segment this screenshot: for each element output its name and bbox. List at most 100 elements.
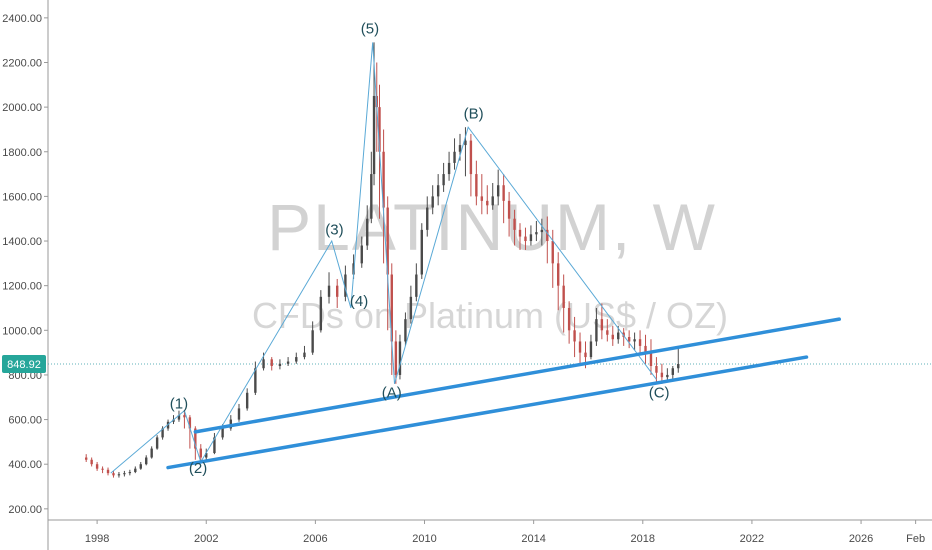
wave-label: (3) [325, 221, 343, 238]
candle-body [112, 473, 115, 476]
elliott-wave-path [110, 42, 657, 474]
trendline-channel[interactable] [166, 317, 841, 470]
candle-body [584, 352, 587, 358]
candle-body [546, 229, 549, 242]
candle-body [562, 285, 565, 308]
candle-body [106, 469, 110, 474]
candle-body [649, 352, 653, 367]
candle-body [431, 196, 434, 208]
candle-body [245, 392, 249, 409]
watermark: PLATINUM, W CFDs on Platinum (US$ / OZ) [252, 190, 728, 336]
x-tick-label: 2002 [194, 533, 218, 545]
watermark-description: CFDs on Platinum (US$ / OZ) [252, 295, 728, 336]
wave-label: (2) [189, 460, 207, 477]
candle-body [595, 319, 598, 342]
candle-body [442, 174, 445, 186]
price-tag-label: 848.92 [7, 359, 41, 371]
x-tick-label: 2010 [412, 533, 436, 545]
wave-label: (B) [464, 105, 484, 122]
candle-body [278, 363, 282, 367]
candle-body [378, 107, 381, 152]
y-tick-label: 2200.00 [2, 57, 42, 69]
candle-body [90, 459, 93, 465]
candle-body [370, 174, 373, 219]
candle-body [319, 296, 323, 331]
candle-body [311, 330, 314, 353]
candle-body [606, 330, 609, 335]
candle-body [117, 474, 121, 476]
candle-body [611, 334, 614, 340]
x-tick-label: 2014 [521, 533, 545, 545]
candle-body [145, 457, 148, 465]
candle-body [150, 448, 153, 458]
candle-body [95, 464, 99, 469]
candle-body [524, 236, 527, 242]
candle-body [464, 140, 467, 146]
trendline[interactable] [166, 355, 809, 470]
wave-label: (1) [170, 395, 188, 412]
x-axis: 1998 2002 2006 2010 2014 2018 2022 2026 Feb [48, 519, 932, 545]
candle-body [128, 472, 132, 474]
candle-body [161, 428, 164, 438]
candle-body [426, 207, 429, 230]
candle-body [557, 263, 560, 286]
candle-body [101, 468, 104, 470]
candle-body [84, 457, 88, 460]
candle-body [551, 241, 554, 264]
candle-body [183, 415, 186, 418]
candle-body [475, 174, 478, 197]
last-price-tag: 848.92 [2, 355, 46, 374]
candle-body [390, 274, 393, 342]
candle-body [295, 357, 298, 362]
wave-label: (C) [649, 384, 670, 401]
y-tick-label: 1400.00 [2, 236, 42, 248]
candle-body [617, 332, 620, 340]
trendline[interactable] [193, 317, 841, 434]
y-tick-label: 2000.00 [2, 102, 42, 114]
candle-body [447, 162, 451, 175]
x-tick-label: Feb [906, 533, 925, 545]
candle-body [336, 285, 339, 297]
candle-body [139, 464, 142, 469]
candle-body [366, 218, 369, 246]
candle-body [188, 417, 192, 429]
candle-body [409, 296, 413, 320]
candle-body [535, 232, 538, 235]
candle-body [496, 185, 500, 197]
candle-body [513, 218, 516, 230]
price-tag-background [2, 355, 46, 374]
candle-body [507, 200, 511, 219]
y-tick-label: 200.00 [8, 504, 42, 516]
candle-body [303, 352, 306, 358]
candle-body [486, 200, 489, 206]
candle-body [589, 341, 593, 358]
wave-label: (4) [350, 293, 368, 310]
candle-body [540, 229, 544, 233]
candlestick-series [84, 42, 680, 478]
candle-body [404, 319, 407, 342]
candle-body [671, 368, 675, 375]
candle-body [177, 415, 181, 420]
y-tick-label: 400.00 [8, 459, 42, 471]
candle-body [262, 359, 265, 369]
candle-body [286, 361, 290, 364]
candle-body [398, 341, 402, 375]
x-tick-label: 2018 [631, 533, 655, 545]
candle-body [254, 368, 257, 393]
candle-body [677, 364, 680, 369]
candle-body [666, 374, 669, 378]
candle-body [155, 437, 159, 449]
candle-body [578, 341, 582, 353]
candle-body [382, 151, 385, 208]
candle-body [480, 196, 484, 201]
x-tick-label: 2026 [849, 533, 873, 545]
y-tick-label: 1200.00 [2, 281, 42, 293]
candle-body [194, 428, 197, 449]
candle-body [205, 453, 208, 458]
y-tick-label: 1000.00 [2, 325, 42, 337]
y-tick-label: 1600.00 [2, 191, 42, 203]
candle-body [420, 229, 423, 275]
candle-body [270, 359, 273, 367]
watermark-symbol: PLATINUM, W [267, 190, 717, 264]
